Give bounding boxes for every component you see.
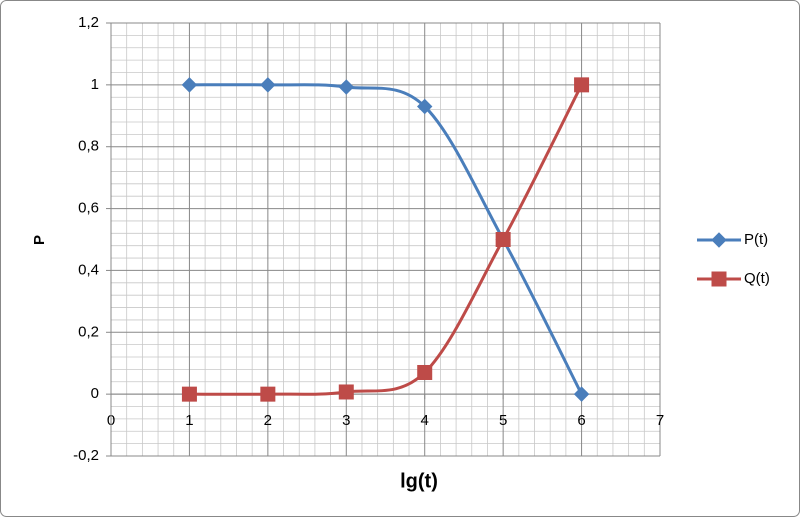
y-tick-label: 0,4: [78, 261, 99, 278]
marker: [574, 77, 590, 93]
x-tick-label: 6: [577, 412, 585, 429]
y-tick-label: 0: [91, 385, 99, 402]
marker: [260, 77, 276, 93]
marker: [417, 364, 433, 380]
marker: [338, 384, 354, 400]
y-tick-label: 1: [91, 76, 99, 93]
x-tick-label: 5: [499, 412, 507, 429]
legend-label: Q(t): [744, 270, 770, 287]
marker: [573, 386, 590, 402]
x-tick-label: 2: [264, 412, 272, 429]
x-tick-label: 3: [342, 412, 350, 429]
legend-marker: [711, 271, 727, 287]
marker: [181, 386, 197, 402]
legend-marker: [711, 232, 727, 248]
legend-label: P(t): [744, 231, 768, 248]
y-tick-label: 1,2: [78, 14, 99, 31]
x-tick-label: 7: [656, 412, 664, 429]
marker: [338, 79, 354, 95]
marker: [495, 232, 511, 247]
x-tick-label: 1: [185, 412, 193, 429]
marker: [260, 386, 276, 402]
marker: [417, 98, 433, 115]
y-tick-label: 0,8: [78, 138, 99, 155]
y-tick-label: 0,2: [78, 323, 99, 340]
y-axis-label: P: [31, 235, 48, 245]
y-tick-label: -0,2: [73, 447, 99, 464]
x-tick-label: 4: [421, 412, 429, 429]
y-tick-label: 0,6: [78, 200, 99, 217]
marker: [181, 77, 198, 93]
x-axis-label: lg(t): [400, 470, 438, 492]
